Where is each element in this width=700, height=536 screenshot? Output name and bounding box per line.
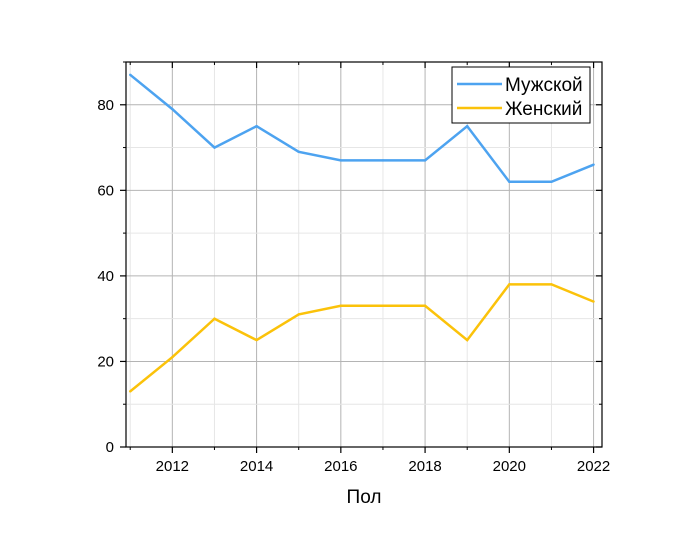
series-layer (129, 73, 595, 393)
data-point-female (423, 304, 427, 308)
data-point-male (381, 159, 385, 162)
x-tick-label: 2022 (577, 458, 610, 475)
data-point-male (339, 159, 343, 162)
data-point-female (255, 338, 258, 342)
data-point-female (339, 304, 343, 308)
y-tick-label: 20 (97, 353, 114, 370)
x-tick-label: 2014 (240, 458, 273, 475)
x-tick-label: 2018 (408, 458, 441, 475)
data-point-female (129, 390, 132, 393)
x-tick-label: 2012 (156, 458, 189, 475)
data-point-female (592, 300, 595, 303)
legend-box (451, 66, 591, 124)
data-point-male (508, 180, 511, 183)
legend-label-female: Женский (505, 99, 582, 120)
legend: Мужской Женский (451, 66, 591, 124)
x-axis-label: Пол (347, 487, 382, 508)
data-point-male (129, 73, 132, 77)
series-line-male (129, 73, 595, 184)
data-point-female (508, 283, 511, 286)
series-line-female (129, 283, 595, 393)
y-tick-label: 80 (97, 97, 114, 114)
plot-frame (125, 61, 603, 448)
y-tick-label: 0 (106, 439, 114, 456)
data-point-male (213, 146, 216, 149)
data-point-female (297, 313, 300, 316)
data-point-male (466, 124, 469, 128)
y-tick-label: 40 (97, 268, 114, 285)
data-point-female (171, 355, 174, 359)
data-point-male (297, 150, 300, 154)
data-point-female (213, 317, 216, 320)
x-tick-label: 2016 (324, 458, 357, 475)
data-point-male (255, 124, 258, 128)
grid (126, 62, 602, 447)
x-tick-label: 2020 (493, 458, 526, 475)
y-tick-label: 60 (97, 182, 114, 199)
axis-ticks: 2012 2014 2016 2018 2020 2022 0 20 40 60 80 (97, 61, 610, 475)
data-point-male (592, 163, 595, 166)
data-point-female (550, 283, 553, 286)
data-point-female (381, 304, 385, 308)
data-point-male (423, 159, 427, 162)
legend-label-male: Мужской (505, 75, 583, 96)
data-point-male (171, 107, 174, 111)
data-point-male (550, 180, 553, 183)
data-point-female (466, 338, 469, 342)
